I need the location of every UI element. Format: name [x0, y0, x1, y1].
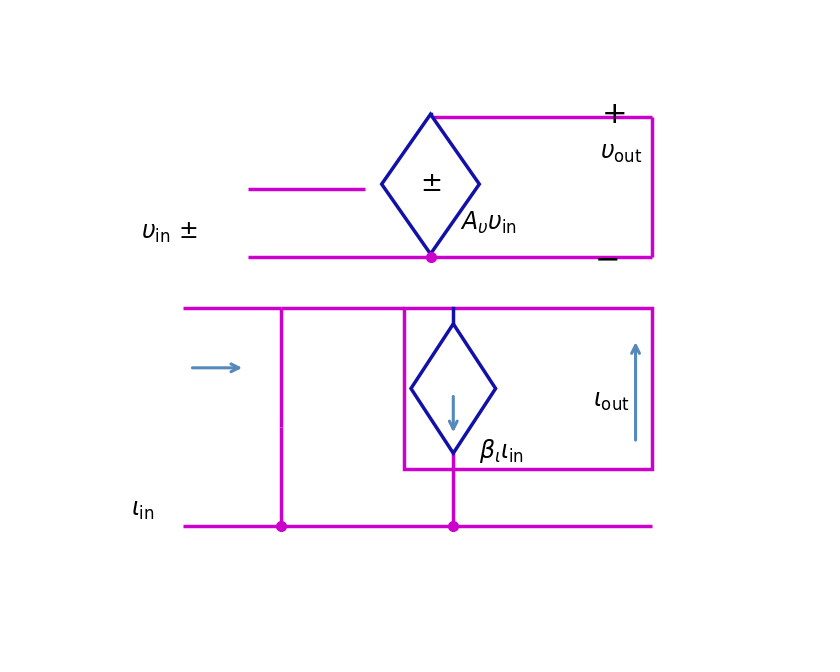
Text: $-$: $-$ — [594, 245, 618, 274]
Text: $+$: $+$ — [601, 99, 625, 129]
Text: $A_{\upsilon}\upsilon_{\rm in}$: $A_{\upsilon}\upsilon_{\rm in}$ — [459, 210, 517, 236]
Text: $\beta_{\iota}\iota_{\rm in}$: $\beta_{\iota}\iota_{\rm in}$ — [480, 437, 524, 464]
Polygon shape — [411, 324, 496, 453]
Bar — [405, 308, 652, 469]
Text: $\iota_{\rm in}$: $\iota_{\rm in}$ — [131, 498, 155, 522]
Polygon shape — [381, 114, 480, 254]
Text: $\pm$: $\pm$ — [420, 171, 441, 197]
Text: $\upsilon_{\rm out}$: $\upsilon_{\rm out}$ — [600, 141, 642, 165]
Text: $\upsilon_{\rm in}\,\pm$: $\upsilon_{\rm in}\,\pm$ — [141, 221, 198, 245]
Text: $\iota_{\rm out}$: $\iota_{\rm out}$ — [593, 390, 630, 413]
